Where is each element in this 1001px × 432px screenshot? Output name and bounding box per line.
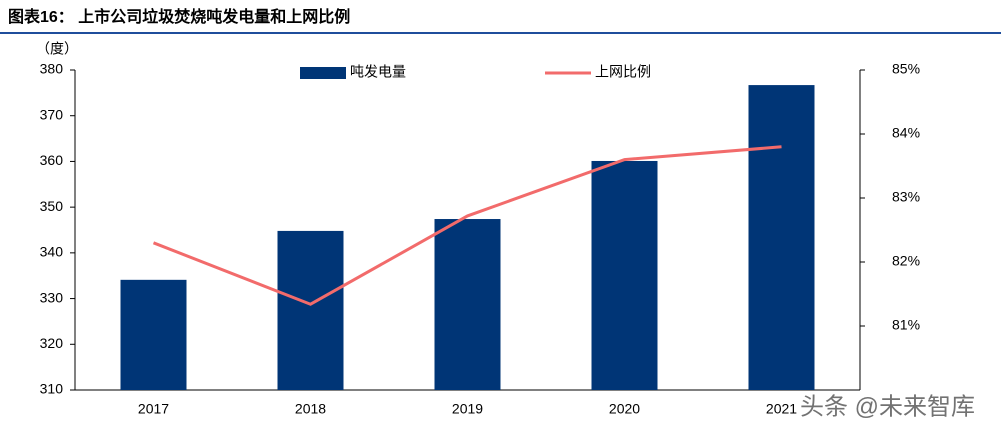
y2-tick-label: 85% [892, 61, 920, 77]
x-tick-label: 2021 [766, 401, 797, 417]
y2-tick-label: 82% [892, 253, 920, 269]
y-tick-label: 370 [40, 106, 64, 122]
bar [591, 160, 658, 390]
bar [434, 219, 501, 390]
y2-tick-label: 83% [892, 189, 920, 205]
legend-label: 上网比例 [595, 64, 651, 80]
y-tick-label: 320 [40, 335, 64, 351]
y-tick-label: 310 [40, 381, 64, 397]
y-tick-label: 360 [40, 152, 64, 168]
chart-title: 图表16： 上市公司垃圾焚烧吨发电量和上网比例 [8, 7, 350, 26]
line [152, 145, 782, 306]
bar [277, 230, 344, 390]
legend-swatch [300, 67, 346, 79]
x-tick-label: 2017 [138, 401, 169, 417]
y-axis-label: （度） [36, 41, 78, 57]
x-tick-label: 2020 [609, 401, 640, 417]
bar [748, 85, 815, 390]
y-tick-label: 340 [40, 244, 64, 260]
y-tick-label: 350 [40, 198, 64, 214]
legend-label: 吨发电量 [350, 64, 406, 80]
x-tick-label: 2018 [295, 401, 326, 417]
y-tick-label: 380 [40, 61, 64, 77]
y-tick-label: 330 [40, 289, 64, 305]
y2-tick-label: 84% [892, 125, 920, 141]
watermark: 头条 @未来智库 [800, 393, 975, 420]
bar [120, 279, 187, 390]
x-tick-label: 2019 [452, 401, 483, 417]
y2-tick-label: 81% [892, 317, 920, 333]
